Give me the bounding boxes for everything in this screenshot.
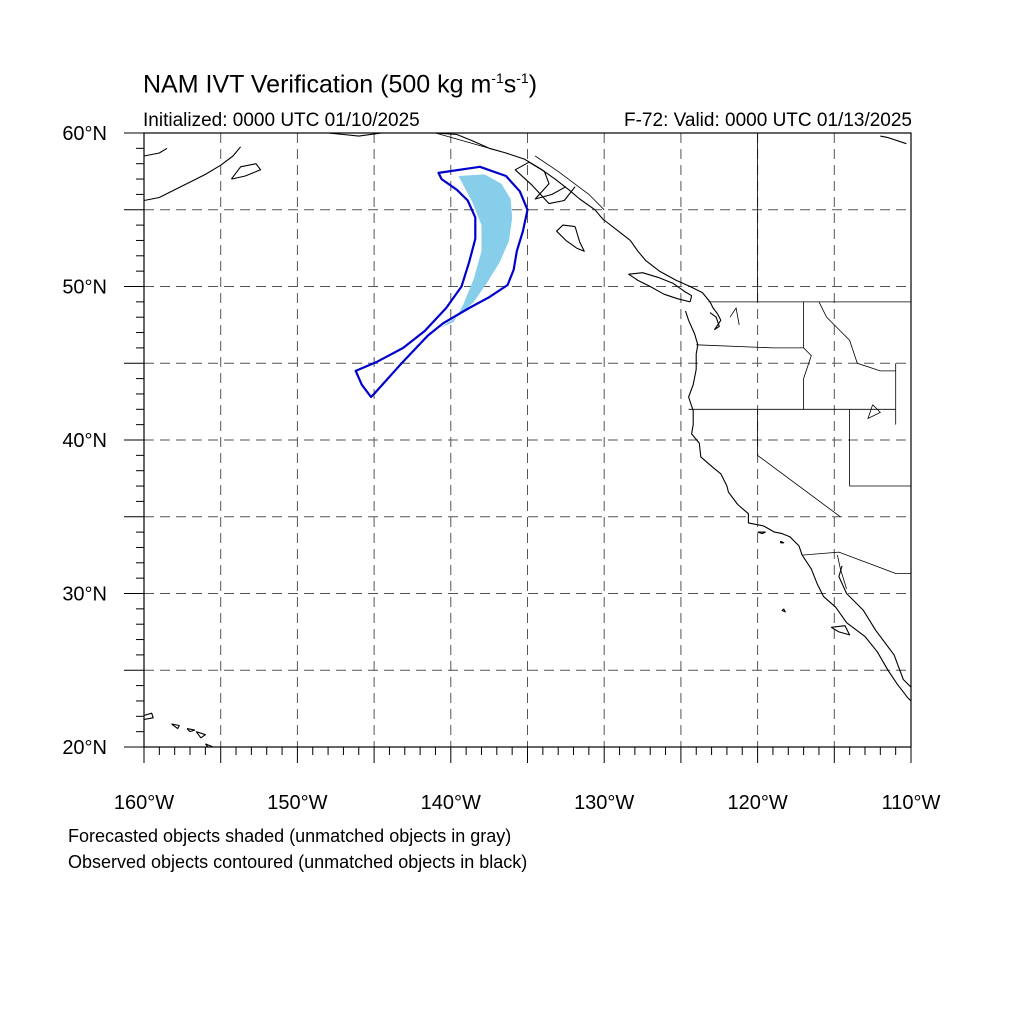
political-border: [867, 404, 881, 420]
coastline: [144, 712, 154, 720]
coastline: [838, 565, 911, 688]
lon-label: 160°W: [114, 792, 174, 814]
political-border: [802, 551, 911, 574]
coastline: [328, 133, 382, 137]
lon-label: 120°W: [727, 792, 787, 814]
valid-time: F-72: Valid: 0000 UTC 01/13/2025: [624, 110, 912, 131]
political-border: [534, 155, 605, 211]
ivt-objects: [354, 165, 529, 399]
lon-label: 130°W: [574, 792, 634, 814]
coastline: [230, 163, 262, 180]
coastline: [556, 224, 585, 252]
political-border: [837, 555, 847, 590]
lat-label: 60°N: [62, 123, 107, 145]
coastline: [757, 531, 766, 535]
coastline: [801, 554, 911, 702]
legend-forecast-note: Forecasted objects shaded (unmatched obj…: [68, 826, 512, 846]
political-border: [757, 409, 841, 518]
coastline: [628, 272, 693, 303]
lon-label: 110°W: [882, 792, 941, 814]
axis-ticks: [124, 132, 912, 763]
lon-label: 150°W: [267, 792, 327, 814]
political-border: [435, 133, 490, 149]
coastline: [514, 161, 576, 205]
coastline: [144, 146, 242, 202]
political-border: [729, 306, 740, 325]
coastline: [830, 625, 851, 636]
graticule: [144, 133, 911, 747]
lat-label: 20°N: [62, 737, 107, 759]
coastline: [435, 133, 711, 303]
legend-observed-note: Observed objects contoured (unmatched ob…: [68, 852, 528, 872]
coastline: [684, 310, 803, 556]
axis-labels: 160°W 150°W 140°W 130°W 120°W 110°W 20°N 30°N 40…: [62, 123, 940, 814]
political-border: [803, 347, 812, 410]
coastline: [781, 608, 786, 613]
coastline: [709, 301, 722, 331]
coastline: [780, 540, 785, 544]
lon-label: 140°W: [421, 792, 481, 814]
coastline: [171, 723, 180, 730]
initialized-time: Initialized: 0000 UTC 01/10/2025: [143, 110, 420, 131]
forecast-object-shaded: [440, 174, 513, 328]
map-title: NAM IVT Verification (500 kg m-1s-1): [143, 70, 538, 99]
political-border: [696, 344, 804, 349]
political-border: [818, 301, 896, 372]
coastline: [195, 731, 206, 739]
coastline: [880, 135, 907, 145]
lat-label: 40°N: [62, 430, 107, 452]
coastline: [186, 728, 196, 733]
political-border: [849, 409, 911, 487]
lat-label: 30°N: [62, 584, 107, 606]
lat-label: 50°N: [62, 277, 107, 299]
geography: [144, 133, 911, 747]
coastline: [144, 147, 168, 157]
coastline: [204, 743, 215, 747]
observed-object-contour: [354, 165, 529, 399]
